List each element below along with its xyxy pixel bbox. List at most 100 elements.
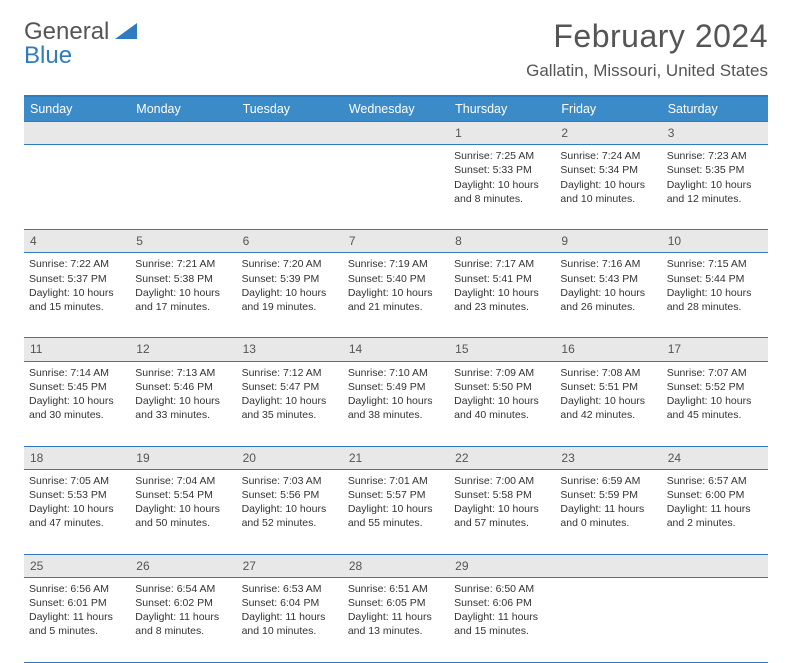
day-day1: Daylight: 10 hours: [29, 286, 125, 300]
day-cell: Sunrise: 7:08 AMSunset: 5:51 PMDaylight:…: [555, 362, 661, 446]
day-day2: and 30 minutes.: [29, 408, 125, 422]
day-sunrise: Sunrise: 7:25 AM: [454, 149, 550, 163]
day-day2: and 47 minutes.: [29, 516, 125, 530]
day-sunset: Sunset: 6:00 PM: [667, 488, 763, 502]
day-header-row: SundayMondayTuesdayWednesdayThursdayFrid…: [24, 97, 768, 121]
day-day1: Daylight: 11 hours: [560, 502, 656, 516]
day-cell: [343, 145, 449, 229]
day-day2: and 28 minutes.: [667, 300, 763, 314]
day-number: 11: [24, 338, 130, 360]
day-cell: [24, 145, 130, 229]
day-sunset: Sunset: 5:33 PM: [454, 163, 550, 177]
day-day2: and 15 minutes.: [454, 624, 550, 638]
day-number: 24: [662, 447, 768, 469]
day-number: 28: [343, 555, 449, 577]
logo-text-2: Blue: [24, 42, 72, 70]
week-row: Sunrise: 6:56 AMSunset: 6:01 PMDaylight:…: [24, 577, 768, 662]
day-number: 29: [449, 555, 555, 577]
day-day1: Daylight: 10 hours: [135, 286, 231, 300]
day-cell: [130, 145, 236, 229]
day-number: 17: [662, 338, 768, 360]
day-sunset: Sunset: 5:53 PM: [29, 488, 125, 502]
day-sunrise: Sunrise: 7:12 AM: [242, 366, 338, 380]
day-cell: Sunrise: 7:19 AMSunset: 5:40 PMDaylight:…: [343, 253, 449, 337]
location: Gallatin, Missouri, United States: [526, 61, 768, 81]
day-sunrise: Sunrise: 7:14 AM: [29, 366, 125, 380]
day-header: Thursday: [449, 97, 555, 121]
day-cell: Sunrise: 7:17 AMSunset: 5:41 PMDaylight:…: [449, 253, 555, 337]
day-day2: and 50 minutes.: [135, 516, 231, 530]
day-cell: [237, 145, 343, 229]
day-sunrise: Sunrise: 6:53 AM: [242, 582, 338, 596]
day-number: 9: [555, 230, 661, 252]
day-cell: Sunrise: 7:13 AMSunset: 5:46 PMDaylight:…: [130, 362, 236, 446]
day-cell: Sunrise: 6:53 AMSunset: 6:04 PMDaylight:…: [237, 578, 343, 662]
day-cell: Sunrise: 7:10 AMSunset: 5:49 PMDaylight:…: [343, 362, 449, 446]
day-cell: Sunrise: 7:16 AMSunset: 5:43 PMDaylight:…: [555, 253, 661, 337]
day-number: [24, 122, 130, 144]
day-day1: Daylight: 11 hours: [667, 502, 763, 516]
day-day1: Daylight: 10 hours: [348, 286, 444, 300]
day-cell: Sunrise: 7:07 AMSunset: 5:52 PMDaylight:…: [662, 362, 768, 446]
day-day2: and 33 minutes.: [135, 408, 231, 422]
day-sunset: Sunset: 6:02 PM: [135, 596, 231, 610]
daynum-row: 45678910: [24, 229, 768, 252]
day-number: 3: [662, 122, 768, 144]
day-day1: Daylight: 11 hours: [348, 610, 444, 624]
day-header: Monday: [130, 97, 236, 121]
day-sunrise: Sunrise: 7:24 AM: [560, 149, 656, 163]
day-number: 25: [24, 555, 130, 577]
header: General February 2024 Gallatin, Missouri…: [24, 18, 768, 81]
day-sunset: Sunset: 5:44 PM: [667, 272, 763, 286]
day-sunset: Sunset: 5:50 PM: [454, 380, 550, 394]
day-sunrise: Sunrise: 6:54 AM: [135, 582, 231, 596]
day-sunrise: Sunrise: 6:50 AM: [454, 582, 550, 596]
day-day1: Daylight: 10 hours: [135, 502, 231, 516]
day-cell: Sunrise: 6:56 AMSunset: 6:01 PMDaylight:…: [24, 578, 130, 662]
day-sunset: Sunset: 5:56 PM: [242, 488, 338, 502]
day-sunrise: Sunrise: 7:04 AM: [135, 474, 231, 488]
day-sunset: Sunset: 6:06 PM: [454, 596, 550, 610]
day-cell: Sunrise: 7:04 AMSunset: 5:54 PMDaylight:…: [130, 470, 236, 554]
day-sunset: Sunset: 5:51 PM: [560, 380, 656, 394]
day-sunset: Sunset: 5:49 PM: [348, 380, 444, 394]
day-header: Friday: [555, 97, 661, 121]
day-number: 10: [662, 230, 768, 252]
day-sunrise: Sunrise: 7:10 AM: [348, 366, 444, 380]
day-day2: and 12 minutes.: [667, 192, 763, 206]
day-day1: Daylight: 10 hours: [454, 286, 550, 300]
day-cell: Sunrise: 6:57 AMSunset: 6:00 PMDaylight:…: [662, 470, 768, 554]
day-header: Sunday: [24, 97, 130, 121]
day-sunset: Sunset: 5:43 PM: [560, 272, 656, 286]
day-sunrise: Sunrise: 7:23 AM: [667, 149, 763, 163]
day-number: 5: [130, 230, 236, 252]
day-cell: Sunrise: 7:01 AMSunset: 5:57 PMDaylight:…: [343, 470, 449, 554]
day-day1: Daylight: 10 hours: [348, 394, 444, 408]
day-cell: Sunrise: 7:03 AMSunset: 5:56 PMDaylight:…: [237, 470, 343, 554]
day-sunrise: Sunrise: 7:13 AM: [135, 366, 231, 380]
day-sunrise: Sunrise: 7:01 AM: [348, 474, 444, 488]
day-day1: Daylight: 10 hours: [560, 286, 656, 300]
day-sunset: Sunset: 5:35 PM: [667, 163, 763, 177]
day-day1: Daylight: 10 hours: [560, 178, 656, 192]
day-cell: Sunrise: 7:20 AMSunset: 5:39 PMDaylight:…: [237, 253, 343, 337]
day-cell: [555, 578, 661, 662]
day-day2: and 13 minutes.: [348, 624, 444, 638]
day-cell: Sunrise: 7:14 AMSunset: 5:45 PMDaylight:…: [24, 362, 130, 446]
day-sunrise: Sunrise: 7:19 AM: [348, 257, 444, 271]
day-sunset: Sunset: 5:38 PM: [135, 272, 231, 286]
day-day2: and 10 minutes.: [242, 624, 338, 638]
day-number: 20: [237, 447, 343, 469]
month-title: February 2024: [526, 18, 768, 55]
day-number: 2: [555, 122, 661, 144]
day-number: [662, 555, 768, 577]
day-day2: and 23 minutes.: [454, 300, 550, 314]
day-number: 21: [343, 447, 449, 469]
day-day1: Daylight: 10 hours: [454, 502, 550, 516]
day-sunrise: Sunrise: 7:09 AM: [454, 366, 550, 380]
day-sunrise: Sunrise: 7:08 AM: [560, 366, 656, 380]
day-sunrise: Sunrise: 7:22 AM: [29, 257, 125, 271]
week-row: Sunrise: 7:25 AMSunset: 5:33 PM Daylight:…: [24, 144, 768, 229]
day-day1: Daylight: 11 hours: [135, 610, 231, 624]
day-sunset: Sunset: 6:04 PM: [242, 596, 338, 610]
